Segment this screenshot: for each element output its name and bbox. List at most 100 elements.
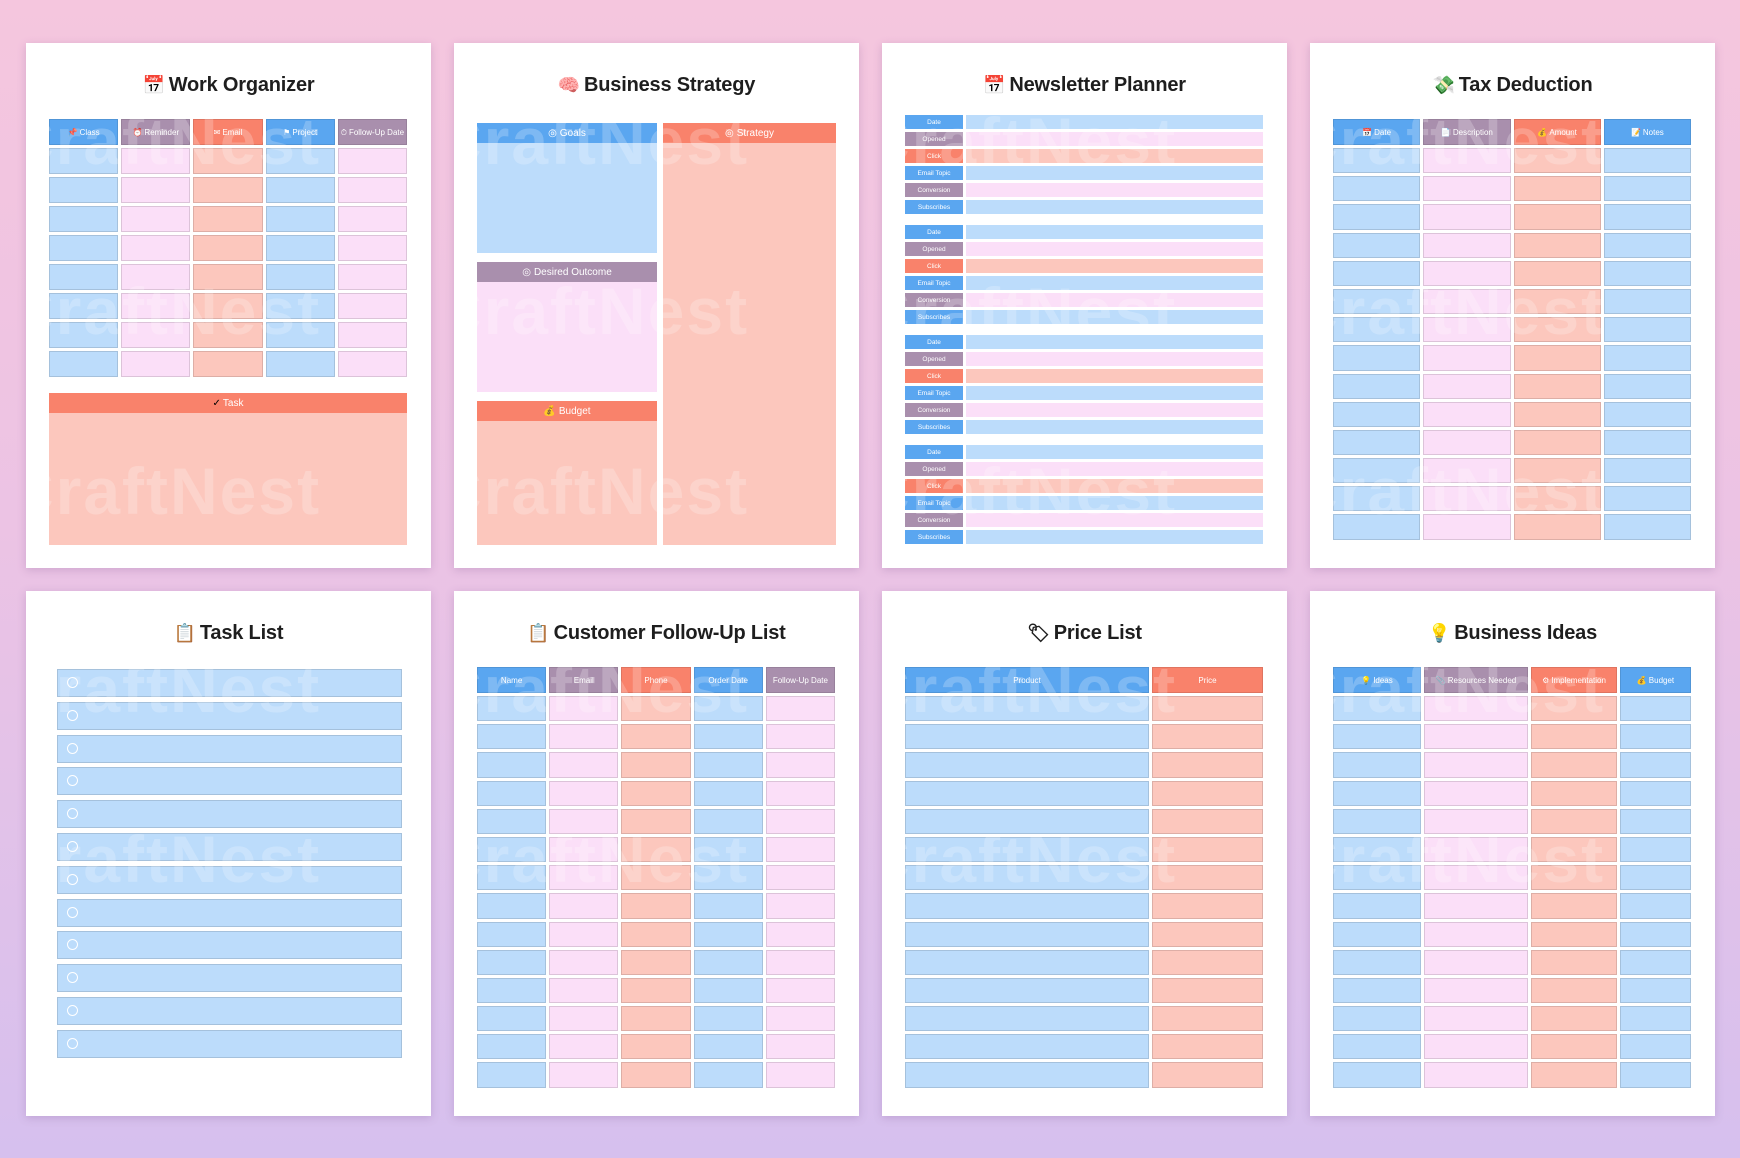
table-cell[interactable]	[1423, 514, 1511, 540]
table-cell[interactable]	[905, 836, 1149, 863]
newsletter-row-field[interactable]	[966, 242, 1263, 256]
table-cell[interactable]	[121, 235, 191, 261]
table-cell[interactable]	[1333, 949, 1421, 975]
table-cell[interactable]	[1423, 401, 1511, 427]
table-cell[interactable]	[549, 865, 619, 891]
table-cell[interactable]	[1603, 232, 1691, 258]
table-cell[interactable]	[1531, 1062, 1617, 1088]
table-cell[interactable]	[693, 949, 763, 975]
table-cell[interactable]	[337, 351, 407, 377]
table-cell[interactable]	[477, 949, 547, 975]
table-cell[interactable]	[49, 148, 119, 174]
table-cell[interactable]	[621, 836, 691, 863]
newsletter-row-field[interactable]	[966, 276, 1263, 290]
table-cell[interactable]	[1603, 204, 1691, 230]
table-cell[interactable]	[49, 177, 119, 203]
table-cell[interactable]	[549, 893, 619, 919]
table-cell[interactable]	[621, 977, 691, 1004]
table-cell[interactable]	[1424, 893, 1528, 919]
table-cell[interactable]	[1513, 260, 1601, 286]
task-row[interactable]	[57, 669, 402, 697]
table-cell[interactable]	[265, 351, 335, 377]
table-cell[interactable]	[765, 865, 835, 891]
task-row[interactable]	[57, 701, 402, 730]
table-cell[interactable]	[1620, 752, 1691, 778]
table-cell[interactable]	[337, 206, 407, 232]
table-cell[interactable]	[1333, 486, 1421, 512]
table-cell[interactable]	[121, 177, 191, 203]
table-cell[interactable]	[1531, 780, 1617, 806]
table-cell[interactable]	[693, 865, 763, 891]
table-cell[interactable]	[1333, 288, 1421, 315]
newsletter-row-field[interactable]	[966, 293, 1263, 307]
table-cell[interactable]	[121, 148, 191, 174]
table-cell[interactable]	[765, 977, 835, 1004]
checkbox-circle-icon[interactable]	[67, 873, 78, 885]
newsletter-row-field[interactable]	[966, 530, 1263, 544]
table-cell[interactable]	[1603, 260, 1691, 286]
table-cell[interactable]	[193, 206, 263, 232]
table-cell[interactable]	[1620, 696, 1691, 722]
table-cell[interactable]	[265, 235, 335, 261]
table-cell[interactable]	[193, 235, 263, 261]
table-cell[interactable]	[477, 1034, 547, 1060]
table-cell[interactable]	[1424, 696, 1528, 722]
table-cell[interactable]	[1531, 752, 1617, 778]
table-cell[interactable]	[549, 808, 619, 834]
table-cell[interactable]	[49, 293, 119, 319]
table-cell[interactable]	[765, 1006, 835, 1032]
table-cell[interactable]	[905, 696, 1149, 722]
table-cell[interactable]	[765, 921, 835, 947]
table-cell[interactable]	[477, 752, 547, 778]
table-cell[interactable]	[1152, 1006, 1263, 1032]
table-cell[interactable]	[49, 206, 119, 232]
table-cell[interactable]	[337, 235, 407, 261]
newsletter-row-field[interactable]	[966, 225, 1263, 239]
table-cell[interactable]	[121, 351, 191, 377]
checkbox-circle-icon[interactable]	[67, 1004, 78, 1016]
table-cell[interactable]	[1333, 148, 1421, 174]
table-cell[interactable]	[1333, 865, 1421, 891]
table-cell[interactable]	[1513, 317, 1601, 343]
table-cell[interactable]	[621, 724, 691, 750]
table-cell[interactable]	[1513, 232, 1601, 258]
table-cell[interactable]	[1531, 836, 1617, 863]
table-cell[interactable]	[121, 206, 191, 232]
table-cell[interactable]	[1423, 176, 1511, 202]
table-cell[interactable]	[1333, 373, 1421, 399]
table-cell[interactable]	[1423, 317, 1511, 343]
table-cell[interactable]	[1620, 921, 1691, 947]
table-cell[interactable]	[621, 865, 691, 891]
table-cell[interactable]	[621, 893, 691, 919]
table-cell[interactable]	[1424, 977, 1528, 1004]
table-cell[interactable]	[1424, 836, 1528, 863]
table-cell[interactable]	[1424, 752, 1528, 778]
table-cell[interactable]	[693, 752, 763, 778]
table-cell[interactable]	[693, 1006, 763, 1032]
table-cell[interactable]	[49, 322, 119, 348]
table-cell[interactable]	[1152, 1062, 1263, 1088]
table-cell[interactable]	[905, 921, 1149, 947]
table-cell[interactable]	[1333, 429, 1421, 456]
table-cell[interactable]	[1333, 724, 1421, 750]
checkbox-circle-icon[interactable]	[67, 939, 78, 951]
table-cell[interactable]	[1620, 893, 1691, 919]
table-cell[interactable]	[1531, 893, 1617, 919]
table-cell[interactable]	[1424, 724, 1528, 750]
table-cell[interactable]	[1333, 921, 1421, 947]
newsletter-row-field[interactable]	[966, 132, 1263, 146]
table-cell[interactable]	[693, 1062, 763, 1088]
table-cell[interactable]	[1333, 836, 1421, 863]
checkbox-circle-icon[interactable]	[67, 775, 78, 787]
table-cell[interactable]	[621, 780, 691, 806]
table-cell[interactable]	[121, 322, 191, 348]
table-cell[interactable]	[121, 264, 191, 290]
table-cell[interactable]	[549, 949, 619, 975]
table-cell[interactable]	[765, 1034, 835, 1060]
table-cell[interactable]	[477, 808, 547, 834]
table-cell[interactable]	[1603, 176, 1691, 202]
table-cell[interactable]	[549, 921, 619, 947]
task-row[interactable]	[57, 767, 402, 796]
table-cell[interactable]	[193, 264, 263, 290]
table-cell[interactable]	[477, 696, 547, 722]
